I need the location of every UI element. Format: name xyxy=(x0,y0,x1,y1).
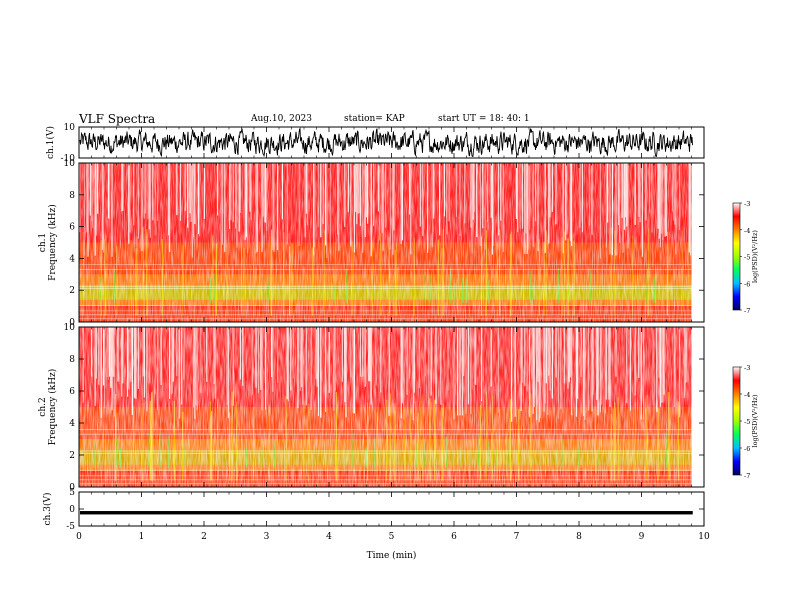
y-tick-label: 6 xyxy=(69,387,75,397)
colorbar-tick-label: -4 xyxy=(744,391,750,399)
y-tick-label: 2 xyxy=(69,451,75,461)
spec2-colorbar xyxy=(732,366,741,476)
y-tick-label: 0 xyxy=(69,505,75,515)
x-tick-label: 10 xyxy=(698,532,710,542)
ch1-trace xyxy=(79,126,693,158)
ch1-waveform xyxy=(79,126,693,158)
date-label: Aug.10, 2023 xyxy=(251,114,312,124)
x-tick-label: 4 xyxy=(326,532,332,542)
figure-title: VLF Spectra xyxy=(79,112,156,126)
ch3-waveform-frame xyxy=(78,491,705,527)
x-tick-label: 2 xyxy=(201,532,207,542)
spec2-channel-label: ch.2 xyxy=(38,397,48,416)
spectrogram-texture xyxy=(79,327,692,487)
ch1-spectrogram xyxy=(79,163,692,322)
x-tick-label: 1 xyxy=(139,532,145,542)
ch3-waveform-ylabel: ch.3(V) xyxy=(42,493,53,526)
ch1-waveform-ylabel: ch.1(V) xyxy=(45,126,56,159)
x-tick-label: 0 xyxy=(76,532,82,542)
colorbar-tick-label: -4 xyxy=(744,227,750,235)
station-label: station= KAP xyxy=(344,114,405,124)
spec1-colorbar-label: log(PSD)(V²/Hz) xyxy=(751,230,759,283)
ch3-waveform xyxy=(80,511,693,515)
x-tick-label: 6 xyxy=(451,532,457,542)
y-tick-label: -10 xyxy=(61,154,76,164)
spectrogram-texture xyxy=(79,163,692,322)
colorbar-tick-label: -7 xyxy=(744,472,750,480)
y-tick-label: 0 xyxy=(69,318,75,328)
colorbar-tick-label: -5 xyxy=(744,254,750,262)
ch2-spectrogram xyxy=(79,327,692,487)
y-tick-label: 6 xyxy=(69,223,75,233)
x-tick-label: 5 xyxy=(389,532,395,542)
y-tick-label: 10 xyxy=(64,123,76,133)
y-tick-label: -5 xyxy=(66,522,75,532)
y-tick-label: 0 xyxy=(69,483,75,493)
y-tick-label: 5 xyxy=(69,488,75,498)
spec1-colorbar xyxy=(732,202,741,311)
spec2-colorbar-label: log(PSD)(V²/Hz) xyxy=(751,394,759,447)
colorbar-tick-label: -6 xyxy=(744,445,750,453)
x-tick-label: 7 xyxy=(514,532,520,542)
y-tick-label: 4 xyxy=(69,254,75,264)
start-time-label: start UT = 18: 40: 1 xyxy=(438,114,530,124)
x-tick-label: 3 xyxy=(264,532,270,542)
colorbar-tick-label: -3 xyxy=(744,364,750,372)
x-tick-label: 9 xyxy=(639,532,645,542)
y-tick-label: 2 xyxy=(69,286,75,296)
spec2-ylabel: Frequency (kHz) xyxy=(47,369,58,446)
colorbar-tick-label: -7 xyxy=(744,307,750,315)
y-tick-label: 8 xyxy=(69,355,75,365)
colorbar-tick-label: -5 xyxy=(744,418,750,426)
spec1-channel-label: ch.1 xyxy=(38,233,48,252)
colorbar-tick-label: -6 xyxy=(744,280,750,288)
ch3-trace xyxy=(80,511,693,515)
y-tick-label: 4 xyxy=(69,419,75,429)
spec1-ylabel: Frequency (kHz) xyxy=(47,204,58,281)
y-tick-label: 8 xyxy=(69,191,75,201)
y-tick-label: 10 xyxy=(64,323,76,333)
x-axis-label: Time (min) xyxy=(367,550,417,561)
x-tick-label: 8 xyxy=(576,532,582,542)
y-tick-label: 10 xyxy=(64,159,76,169)
colorbar-tick-label: -3 xyxy=(744,200,750,208)
